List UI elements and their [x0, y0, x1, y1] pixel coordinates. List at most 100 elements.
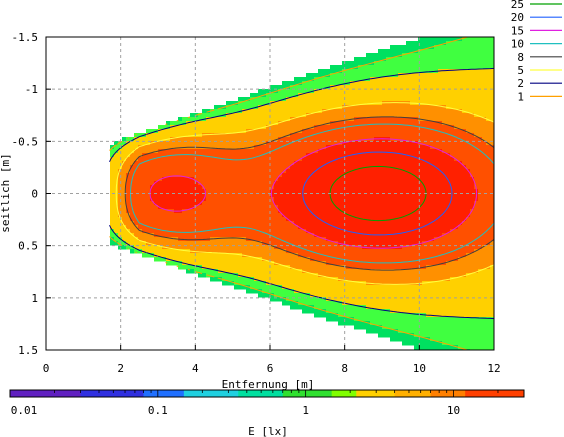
heat-cell — [162, 181, 167, 186]
heat-cell — [438, 293, 443, 298]
heat-cell — [490, 229, 494, 234]
heat-cell — [418, 285, 423, 290]
heat-cell — [414, 129, 419, 134]
heat-cell — [138, 145, 143, 150]
heat-cell — [298, 181, 303, 186]
heat-cell — [294, 157, 299, 162]
heat-cell — [186, 141, 191, 146]
heat-cell — [242, 133, 247, 138]
heat-cell — [458, 221, 463, 226]
heat-cell — [430, 137, 435, 142]
heat-cell — [330, 181, 335, 186]
heat-cell — [434, 233, 439, 238]
heat-cell — [242, 113, 247, 118]
heat-cell — [346, 205, 351, 210]
heat-cell — [414, 273, 419, 278]
heat-cell — [338, 289, 343, 294]
heat-cell — [470, 209, 475, 214]
heat-cell — [386, 65, 391, 70]
heat-cell — [482, 89, 487, 94]
heat-cell — [286, 257, 291, 262]
heat-cell — [378, 277, 383, 282]
heat-cell — [450, 181, 455, 186]
heat-cell — [182, 265, 187, 270]
heat-cell — [478, 137, 483, 142]
heat-cell — [426, 201, 431, 206]
heat-cell — [298, 241, 303, 246]
heat-cell — [370, 169, 375, 174]
heat-cell — [194, 269, 199, 274]
heat-cell — [458, 57, 463, 62]
heat-cell — [134, 181, 139, 186]
heat-cell — [462, 237, 467, 242]
heat-cell — [290, 109, 295, 114]
heat-cell — [226, 185, 231, 190]
heat-cell — [330, 133, 335, 138]
heat-cell — [222, 209, 227, 214]
heat-cell — [214, 237, 219, 242]
heat-cell — [458, 121, 463, 126]
heat-cell — [278, 241, 283, 246]
heat-cell — [470, 193, 475, 198]
heat-cell — [390, 289, 395, 294]
heat-cell — [382, 53, 387, 58]
heat-cell — [202, 141, 207, 146]
heat-cell — [330, 93, 335, 98]
heat-cell — [474, 293, 479, 298]
heat-cell — [258, 137, 263, 142]
heat-cell — [274, 125, 279, 130]
heat-cell — [446, 213, 451, 218]
heat-cell — [290, 181, 295, 186]
heat-cell — [430, 201, 435, 206]
heat-cell — [230, 265, 235, 270]
heat-cell — [246, 117, 251, 122]
heat-cell — [478, 269, 483, 274]
heat-cell — [478, 169, 483, 174]
heat-cell — [210, 125, 215, 130]
heat-cell — [366, 185, 371, 190]
heat-cell — [374, 289, 379, 294]
heat-cell — [254, 221, 259, 226]
heat-cell — [482, 85, 487, 90]
heat-cell — [334, 73, 339, 78]
heat-cell — [414, 173, 419, 178]
heat-cell — [338, 125, 343, 130]
heat-cell — [454, 101, 459, 106]
heat-cell — [354, 245, 359, 250]
heat-cell — [350, 217, 355, 222]
heat-cell — [406, 181, 411, 186]
heat-cell — [398, 89, 403, 94]
heat-cell — [250, 221, 255, 226]
heat-cell — [486, 249, 491, 254]
heat-cell — [190, 201, 195, 206]
heat-cell — [362, 213, 367, 218]
heat-cell — [206, 257, 211, 262]
heat-cell — [338, 213, 343, 218]
heat-cell — [242, 117, 247, 122]
heat-cell — [458, 241, 463, 246]
heat-cell — [330, 237, 335, 242]
heat-cell — [438, 261, 443, 266]
heat-cell — [418, 185, 423, 190]
heat-cell — [222, 249, 227, 254]
heat-cell — [274, 97, 279, 102]
heat-cell — [130, 221, 135, 226]
heat-cell — [338, 181, 343, 186]
heat-cell — [306, 121, 311, 126]
heat-cell — [302, 117, 307, 122]
heat-cell — [430, 117, 435, 122]
heat-cell — [430, 241, 435, 246]
heat-cell — [402, 269, 407, 274]
heat-cell — [474, 61, 479, 66]
heat-cell — [214, 249, 219, 254]
heat-cell — [350, 197, 355, 202]
heat-cell — [170, 189, 175, 194]
heat-cell — [430, 113, 435, 118]
heat-cell — [134, 145, 139, 150]
heat-cell — [394, 253, 399, 258]
heat-cell — [158, 213, 163, 218]
heat-cell — [314, 201, 319, 206]
heat-cell — [442, 125, 447, 130]
heat-cell — [442, 137, 447, 142]
heat-cell — [266, 273, 271, 278]
